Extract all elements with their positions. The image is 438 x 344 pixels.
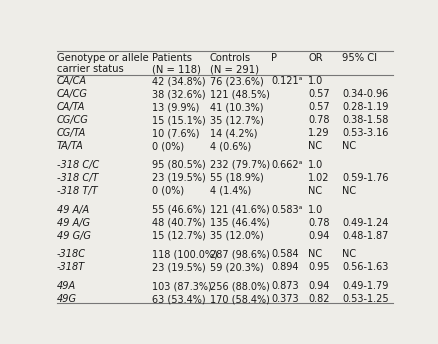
Text: 0.82: 0.82 bbox=[307, 294, 329, 304]
Text: 76 (23.6%): 76 (23.6%) bbox=[209, 76, 263, 86]
Text: 23 (19.5%): 23 (19.5%) bbox=[152, 262, 205, 272]
Text: 10 (7.6%): 10 (7.6%) bbox=[152, 128, 199, 138]
Text: 0.95: 0.95 bbox=[307, 262, 329, 272]
Text: 0.49-1.79: 0.49-1.79 bbox=[342, 281, 388, 291]
Text: 55 (46.6%): 55 (46.6%) bbox=[152, 205, 205, 215]
Text: CG/CG: CG/CG bbox=[57, 115, 88, 125]
Text: 0.121ᵃ: 0.121ᵃ bbox=[270, 76, 302, 86]
Text: NC: NC bbox=[307, 186, 322, 196]
Text: 95 (80.5%): 95 (80.5%) bbox=[152, 160, 205, 170]
Text: TA/TA: TA/TA bbox=[57, 141, 83, 151]
Text: P: P bbox=[270, 53, 276, 63]
Text: 38 (32.6%): 38 (32.6%) bbox=[152, 89, 205, 99]
Text: 95% CI: 95% CI bbox=[342, 53, 377, 63]
Text: 48 (40.7%): 48 (40.7%) bbox=[152, 218, 205, 228]
Text: 0.873: 0.873 bbox=[270, 281, 298, 291]
Text: 0.894: 0.894 bbox=[270, 262, 298, 272]
Text: 41 (10.3%): 41 (10.3%) bbox=[209, 102, 262, 112]
Text: 0.34-0.96: 0.34-0.96 bbox=[342, 89, 388, 99]
Text: 1.0: 1.0 bbox=[307, 205, 323, 215]
Text: 35 (12.7%): 35 (12.7%) bbox=[209, 115, 263, 125]
Text: 0.94: 0.94 bbox=[307, 281, 329, 291]
Text: 103 (87.3%): 103 (87.3%) bbox=[152, 281, 211, 291]
Text: -318C: -318C bbox=[57, 249, 85, 259]
Text: -318 C/T: -318 C/T bbox=[57, 173, 98, 183]
Text: 13 (9.9%): 13 (9.9%) bbox=[152, 102, 199, 112]
Text: 0.583ᵃ: 0.583ᵃ bbox=[270, 205, 302, 215]
Text: CG/TA: CG/TA bbox=[57, 128, 86, 138]
Text: 55 (18.9%): 55 (18.9%) bbox=[209, 173, 263, 183]
Text: -318T: -318T bbox=[57, 262, 85, 272]
Text: 49G: 49G bbox=[57, 294, 76, 304]
Text: 49 G/G: 49 G/G bbox=[57, 231, 90, 241]
Text: 59 (20.3%): 59 (20.3%) bbox=[209, 262, 263, 272]
Text: Patients
(N = 118): Patients (N = 118) bbox=[152, 53, 200, 74]
Text: 0.53-3.16: 0.53-3.16 bbox=[342, 128, 388, 138]
Text: CA/TA: CA/TA bbox=[57, 102, 85, 112]
Text: NC: NC bbox=[342, 141, 356, 151]
Text: 0.57: 0.57 bbox=[307, 102, 329, 112]
Text: 0.373: 0.373 bbox=[270, 294, 298, 304]
Text: Genotype or allele
carrier status: Genotype or allele carrier status bbox=[57, 53, 148, 74]
Text: OR: OR bbox=[307, 53, 322, 63]
Text: 1.29: 1.29 bbox=[307, 128, 329, 138]
Text: 0.28-1.19: 0.28-1.19 bbox=[342, 102, 388, 112]
Text: 42 (34.8%): 42 (34.8%) bbox=[152, 76, 205, 86]
Text: 121 (48.5%): 121 (48.5%) bbox=[209, 89, 269, 99]
Text: 15 (12.7%): 15 (12.7%) bbox=[152, 231, 205, 241]
Text: 0.59-1.76: 0.59-1.76 bbox=[342, 173, 388, 183]
Text: 0.49-1.24: 0.49-1.24 bbox=[342, 218, 388, 228]
Text: 49 A/G: 49 A/G bbox=[57, 218, 89, 228]
Text: CA/CA: CA/CA bbox=[57, 76, 86, 86]
Text: 121 (41.6%): 121 (41.6%) bbox=[209, 205, 269, 215]
Text: 4 (1.4%): 4 (1.4%) bbox=[209, 186, 251, 196]
Text: -318 T/T: -318 T/T bbox=[57, 186, 97, 196]
Text: 0.56-1.63: 0.56-1.63 bbox=[342, 262, 388, 272]
Text: 135 (46.4%): 135 (46.4%) bbox=[209, 218, 269, 228]
Text: 63 (53.4%): 63 (53.4%) bbox=[152, 294, 205, 304]
Text: 0.48-1.87: 0.48-1.87 bbox=[342, 231, 388, 241]
Text: 0.78: 0.78 bbox=[307, 218, 329, 228]
Text: 232 (79.7%): 232 (79.7%) bbox=[209, 160, 269, 170]
Text: NC: NC bbox=[342, 186, 356, 196]
Text: 1.0: 1.0 bbox=[307, 76, 323, 86]
Text: 0.94: 0.94 bbox=[307, 231, 329, 241]
Text: 14 (4.2%): 14 (4.2%) bbox=[209, 128, 257, 138]
Text: CA/CG: CA/CG bbox=[57, 89, 87, 99]
Text: 15 (15.1%): 15 (15.1%) bbox=[152, 115, 205, 125]
Text: 35 (12.0%): 35 (12.0%) bbox=[209, 231, 263, 241]
Text: 0.78: 0.78 bbox=[307, 115, 329, 125]
Text: 0.662ᵃ: 0.662ᵃ bbox=[270, 160, 302, 170]
Text: 4 (0.6%): 4 (0.6%) bbox=[209, 141, 251, 151]
Text: NC: NC bbox=[342, 249, 356, 259]
Text: 0.38-1.58: 0.38-1.58 bbox=[342, 115, 388, 125]
Text: 287 (98.6%): 287 (98.6%) bbox=[209, 249, 269, 259]
Text: 0.57: 0.57 bbox=[307, 89, 329, 99]
Text: -318 C/C: -318 C/C bbox=[57, 160, 99, 170]
Text: 23 (19.5%): 23 (19.5%) bbox=[152, 173, 205, 183]
Text: 118 (100.0%): 118 (100.0%) bbox=[152, 249, 217, 259]
Text: 1.0: 1.0 bbox=[307, 160, 323, 170]
Text: NC: NC bbox=[307, 249, 322, 259]
Text: 0.584: 0.584 bbox=[270, 249, 298, 259]
Text: 0.53-1.25: 0.53-1.25 bbox=[342, 294, 388, 304]
Text: 0 (0%): 0 (0%) bbox=[152, 186, 184, 196]
Text: 256 (88.0%): 256 (88.0%) bbox=[209, 281, 269, 291]
Text: 170 (58.4%): 170 (58.4%) bbox=[209, 294, 269, 304]
Text: Controls
(N = 291): Controls (N = 291) bbox=[209, 53, 258, 74]
Text: 49A: 49A bbox=[57, 281, 75, 291]
Text: 0 (0%): 0 (0%) bbox=[152, 141, 184, 151]
Text: 1.02: 1.02 bbox=[307, 173, 329, 183]
Text: 49 A/A: 49 A/A bbox=[57, 205, 88, 215]
Text: NC: NC bbox=[307, 141, 322, 151]
